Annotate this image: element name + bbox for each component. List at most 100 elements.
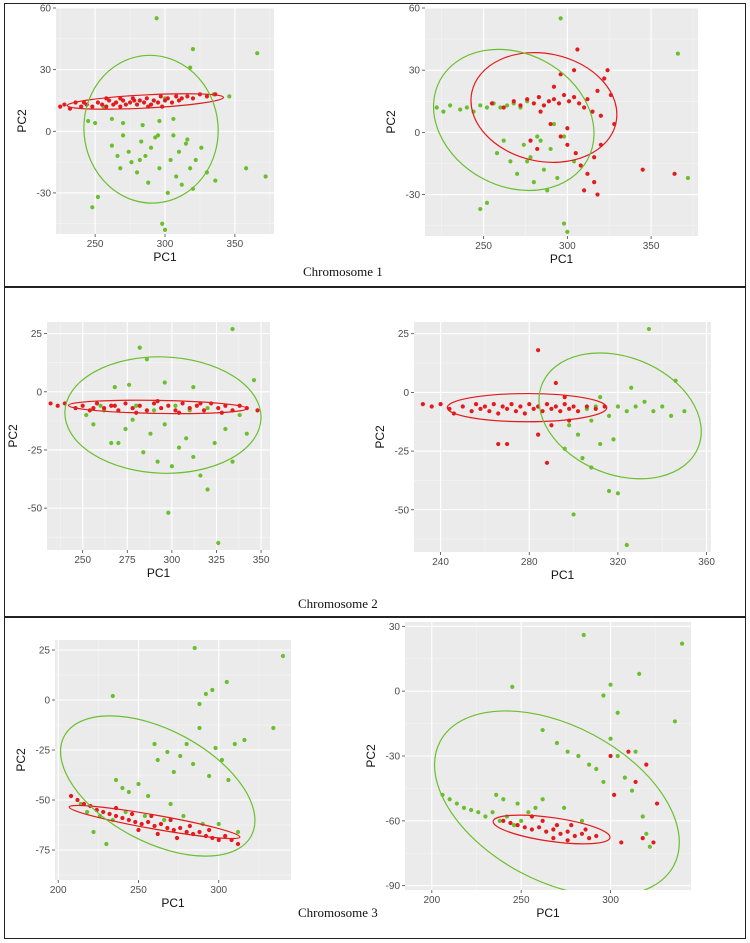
green-data-point — [226, 777, 231, 783]
y-axis-title: PC2 — [373, 425, 387, 449]
green-data-point — [644, 831, 649, 836]
red-data-point — [190, 96, 196, 101]
green-data-point — [171, 769, 176, 775]
green-data-point — [494, 150, 500, 156]
chart-chr1-right: 250 300 350 -30 0 30 60 PC1 PC2 — [384, 4, 698, 266]
green-data-point — [176, 149, 182, 154]
green-data-point — [478, 206, 483, 212]
red-data-point — [420, 402, 425, 407]
green-data-point — [501, 138, 506, 143]
green-data-point — [441, 109, 446, 114]
red-data-point — [509, 402, 514, 407]
red-data-point — [487, 409, 492, 414]
red-data-point — [123, 102, 128, 107]
green-data-point — [144, 357, 150, 362]
green-data-point — [538, 138, 543, 143]
green-data-point — [647, 844, 652, 849]
red-confidence-ellipse — [470, 51, 618, 163]
green-data-point — [672, 719, 678, 724]
green-data-point — [469, 807, 474, 813]
green-data-point — [447, 797, 452, 802]
red-data-point — [144, 96, 149, 101]
red-data-point — [118, 96, 123, 101]
x-axis-title: PC1 — [147, 566, 171, 580]
green-data-point — [174, 174, 179, 179]
y-tick-label: 60 — [409, 4, 421, 15]
green-data-point — [136, 781, 141, 787]
plot-area — [59, 645, 286, 857]
red-data-point — [553, 404, 558, 409]
x-axis-title: PC1 — [551, 568, 575, 582]
y-tick-label: -50 — [28, 504, 43, 515]
red-confidence-ellipse — [67, 399, 248, 415]
green-data-point — [594, 766, 599, 772]
red-data-point — [525, 97, 530, 102]
y-tick-label: -25 — [395, 447, 410, 458]
red-data-point — [168, 817, 173, 823]
y-tick-label: -60 — [386, 816, 401, 827]
y-tick-label: 0 — [44, 696, 50, 707]
green-data-point — [162, 422, 167, 427]
red-confidence-ellipse — [66, 93, 225, 110]
green-data-point — [168, 801, 173, 807]
red-data-point — [551, 836, 556, 841]
green-data-point — [551, 121, 557, 127]
green-data-point — [151, 408, 157, 413]
green-data-point — [622, 775, 627, 780]
plot-background — [414, 322, 711, 552]
y-tick-label: 0 — [36, 387, 42, 398]
x-tick-label: 360 — [698, 557, 715, 568]
y-tick-label: -75 — [36, 846, 51, 857]
red-data-point — [223, 833, 228, 839]
red-data-point — [473, 402, 479, 407]
red-data-point — [141, 100, 147, 105]
red-data-point — [90, 104, 95, 109]
red-data-point — [185, 94, 190, 99]
red-data-point — [513, 409, 519, 414]
red-data-point — [139, 821, 144, 827]
green-data-point — [207, 773, 212, 779]
green-data-point — [280, 653, 286, 659]
green-data-point — [212, 440, 217, 446]
green-data-point — [184, 741, 189, 747]
red-data-point — [184, 829, 189, 835]
y-axis-title: PC2 — [14, 748, 28, 772]
red-confidence-ellipse — [446, 392, 608, 423]
green-data-point — [134, 170, 140, 175]
green-data-point — [675, 51, 681, 56]
plot-area — [420, 326, 702, 548]
red-data-point — [633, 779, 638, 785]
green-data-point — [85, 809, 90, 815]
green-data-point — [155, 133, 161, 138]
red-data-point — [165, 825, 170, 831]
green-data-point — [484, 105, 490, 110]
red-data-point — [531, 406, 536, 411]
red-data-point — [554, 823, 560, 828]
x-tick-label: 250 — [87, 239, 104, 250]
green-data-point — [271, 725, 276, 731]
chart-chr2-left: 250 275 300 325 350 -50 -25 0 25 PC1 PC2 — [6, 322, 270, 580]
red-data-point — [491, 402, 496, 407]
red-data-point — [522, 411, 527, 416]
red-data-point — [593, 406, 598, 411]
y-tick-label: 0 — [403, 388, 409, 399]
green-data-point — [540, 727, 545, 733]
red-data-point — [561, 92, 567, 98]
red-data-point — [592, 180, 597, 185]
red-data-point — [562, 395, 567, 400]
green-data-point — [504, 103, 510, 108]
red-data-point — [575, 409, 581, 414]
red-data-point — [528, 138, 533, 143]
red-data-point — [536, 95, 541, 100]
green-data-point — [166, 510, 171, 515]
red-data-point — [582, 105, 587, 110]
red-data-point — [536, 432, 541, 437]
green-data-point — [224, 679, 229, 685]
green-data-point — [155, 459, 160, 464]
red-data-point — [640, 836, 645, 841]
green-data-point — [461, 805, 467, 810]
red-data-point — [605, 68, 610, 73]
green-data-point — [615, 404, 621, 409]
red-data-point — [204, 94, 210, 99]
green-data-point — [606, 488, 612, 494]
